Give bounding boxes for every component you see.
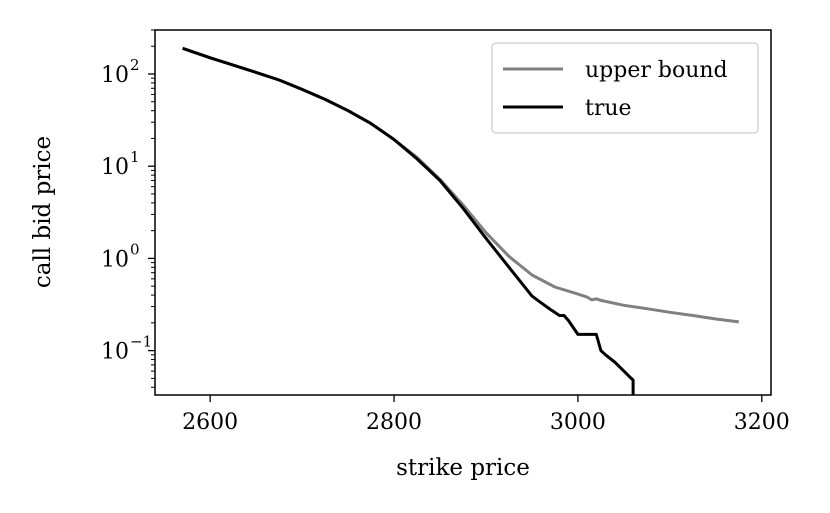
- x-tick-label: 2800: [366, 410, 422, 435]
- x-tick-label: 2600: [182, 410, 238, 435]
- series-line-true: [182, 46, 635, 395]
- y-tick-label: 10: [101, 63, 129, 88]
- axes-frame: [154, 29, 772, 396]
- plot-area: [182, 46, 739, 395]
- legend-box: [491, 42, 759, 134]
- y-tick-label: 10: [101, 247, 129, 272]
- legend: upper bound true: [491, 42, 759, 134]
- y-tick-exponent: 1: [130, 148, 140, 166]
- legend-label-upper-bound: upper bound: [585, 58, 728, 83]
- x-axis: 2600 2800 3000 3200: [182, 395, 790, 435]
- legend-label-true: true: [585, 96, 632, 121]
- x-tick-label: 3200: [734, 410, 790, 435]
- y-axis-label: call bid price: [30, 136, 56, 288]
- x-axis-label: strike price: [396, 455, 530, 481]
- y-tick-label: 10: [101, 340, 129, 365]
- y-tick-exponent: 0: [130, 240, 140, 258]
- y-tick-label: 10: [101, 155, 129, 180]
- x-tick-label: 3000: [550, 410, 606, 435]
- y-tick-exponent: 2: [130, 56, 140, 74]
- y-tick-exponent: −1: [130, 333, 152, 351]
